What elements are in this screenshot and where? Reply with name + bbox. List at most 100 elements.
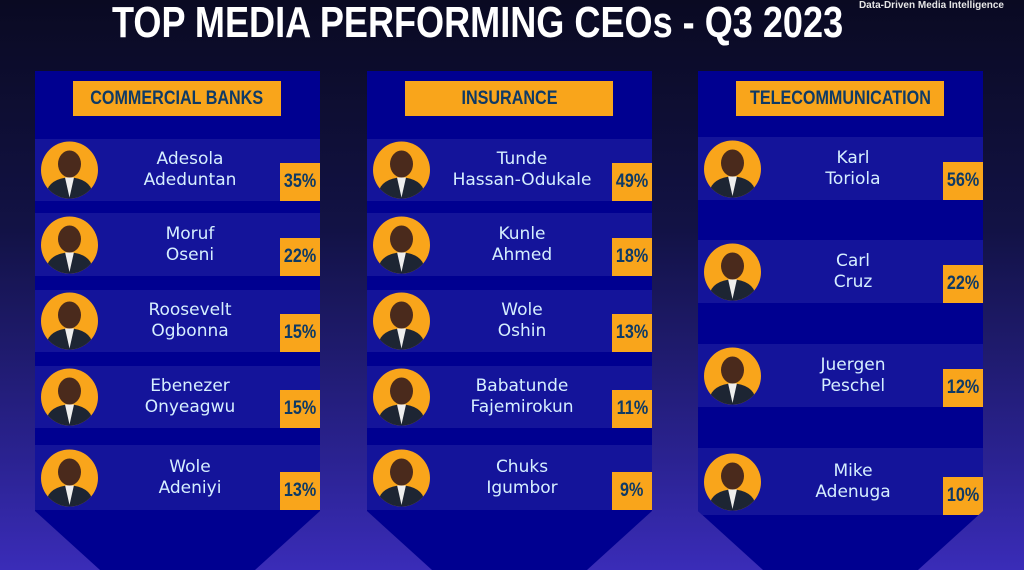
ceo-first-name: Juergen xyxy=(820,354,886,375)
category-panel: TELECOMMUNICATION Karl Toriola 56% Carl Cr… xyxy=(698,71,983,570)
ceo-last-name: Cruz xyxy=(833,271,873,292)
percentage-badge: 12% xyxy=(943,369,983,407)
ceo-photo xyxy=(373,368,430,426)
ceo-first-name: Kunle xyxy=(498,223,546,244)
percentage-value: 56% xyxy=(946,170,980,191)
ceo-photo xyxy=(704,243,761,300)
ceo-row: Adesola Adeduntan 35% xyxy=(35,139,320,201)
category-panel: INSURANCE Tunde Hassan-Odukale 49% Kunle A… xyxy=(367,71,652,570)
ceo-last-name: Ahmed xyxy=(491,244,553,265)
percentage-value: 15% xyxy=(283,322,317,343)
ceo-first-name: Mike xyxy=(833,460,873,481)
ceo-row: Ebenezer Onyeagwu 15% xyxy=(35,366,320,428)
ceo-last-name: Peschel xyxy=(820,375,886,396)
percentage-value: 11% xyxy=(616,398,648,419)
percentage-badge: 49% xyxy=(612,163,652,201)
ceo-last-name: Hassan-Odukale xyxy=(452,170,592,190)
ceo-photo xyxy=(41,368,98,426)
ceo-first-name: Moruf xyxy=(165,223,215,244)
ceo-photo xyxy=(704,140,761,197)
ceo-name: Kunle Ahmed xyxy=(437,224,607,266)
percentage-value: 13% xyxy=(615,322,649,343)
percentage-badge: 11% xyxy=(612,390,652,428)
ceo-first-name: Chuks xyxy=(495,456,549,477)
category-label: COMMERCIAL BANKS xyxy=(90,87,264,109)
ceo-name: Karl Toriola xyxy=(768,148,938,190)
ceo-name: Chuks Igumbor xyxy=(437,457,607,499)
ceo-first-name: Roosevelt xyxy=(148,300,232,320)
ceo-photo xyxy=(704,347,761,404)
category-header: TELECOMMUNICATION xyxy=(736,81,944,116)
ceo-row: Kunle Ahmed 18% xyxy=(367,213,652,276)
ceo-first-name: Adesola xyxy=(156,149,224,169)
ceo-row: Wole Oshin 13% xyxy=(367,290,652,352)
ceo-photo xyxy=(41,449,98,506)
ceo-first-name: Babatunde xyxy=(475,376,569,396)
category-header: INSURANCE xyxy=(405,81,613,116)
ceo-name: Wole Adeniyi xyxy=(105,457,275,499)
ceo-first-name: Ebenezer xyxy=(150,376,230,396)
category-label: TELECOMMUNICATION xyxy=(749,87,931,109)
percentage-value: 12% xyxy=(946,377,980,398)
ceo-row: Moruf Oseni 22% xyxy=(35,213,320,276)
ceo-photo xyxy=(41,216,98,273)
ceo-row: Wole Adeniyi 13% xyxy=(35,445,320,510)
percentage-value: 49% xyxy=(615,171,649,192)
ceo-last-name: Toriola xyxy=(825,168,881,189)
ceo-photo xyxy=(373,141,430,199)
ceo-name: Tunde Hassan-Odukale xyxy=(437,149,607,191)
percentage-value: 15% xyxy=(283,398,317,419)
ceo-last-name: Ogbonna xyxy=(151,321,229,341)
ceo-first-name: Karl xyxy=(836,147,870,168)
percentage-value: 13% xyxy=(283,480,317,501)
ceo-name: Babatunde Fajemirokun xyxy=(437,376,607,418)
ceo-name: Juergen Peschel xyxy=(768,355,938,397)
percentage-badge: 22% xyxy=(280,238,320,276)
ceo-name: Roosevelt Ogbonna xyxy=(105,300,275,342)
ceo-last-name: Igumbor xyxy=(486,477,558,498)
ceo-row: Tunde Hassan-Odukale 49% xyxy=(367,139,652,201)
percentage-badge: 15% xyxy=(280,390,320,428)
ceo-name: Moruf Oseni xyxy=(105,224,275,266)
page-title: TOP MEDIA PERFORMING CEOs - Q3 2023 xyxy=(112,0,844,47)
percentage-value: 22% xyxy=(946,273,980,294)
ceo-row: Chuks Igumbor 9% xyxy=(367,445,652,510)
percentage-value: 9% xyxy=(620,480,644,501)
brand-tagline: Data-Driven Media Intelligence xyxy=(858,0,1004,11)
ceo-name: Ebenezer Onyeagwu xyxy=(105,376,275,418)
percentage-badge: 13% xyxy=(280,472,320,510)
ceo-row: Roosevelt Ogbonna 15% xyxy=(35,290,320,352)
ceo-photo xyxy=(41,141,98,199)
category-header: COMMERCIAL BANKS xyxy=(73,81,281,116)
ceo-photo xyxy=(373,216,430,273)
percentage-value: 18% xyxy=(615,246,649,267)
ceo-last-name: Adeduntan xyxy=(143,170,237,190)
ceo-row: Karl Toriola 56% xyxy=(698,137,983,200)
ceo-last-name: Adeniyi xyxy=(158,477,222,498)
ceo-photo xyxy=(373,449,430,506)
ceo-first-name: Carl xyxy=(836,250,870,271)
ceo-last-name: Fajemirokun xyxy=(470,397,574,417)
ceo-name: Carl Cruz xyxy=(768,251,938,293)
category-label: INSURANCE xyxy=(460,87,557,109)
ceo-last-name: Oshin xyxy=(497,321,547,341)
ceo-row: Carl Cruz 22% xyxy=(698,240,983,303)
percentage-value: 35% xyxy=(283,171,317,192)
ceo-row: Juergen Peschel 12% xyxy=(698,344,983,407)
percentage-badge: 13% xyxy=(612,314,652,352)
ceo-name: Adesola Adeduntan xyxy=(105,149,275,191)
percentage-badge: 9% xyxy=(612,472,652,510)
ceo-photo xyxy=(373,292,430,350)
ceo-first-name: Wole xyxy=(501,300,543,320)
percentage-badge: 35% xyxy=(280,163,320,201)
ceo-row: Mike Adenuga 10% xyxy=(698,448,983,515)
ceo-first-name: Tunde xyxy=(496,149,548,169)
percentage-badge: 15% xyxy=(280,314,320,352)
ceo-last-name: Oseni xyxy=(165,244,215,265)
percentage-badge: 22% xyxy=(943,265,983,303)
percentage-badge: 10% xyxy=(943,477,983,515)
ceo-first-name: Wole xyxy=(169,456,211,477)
ceo-row: Babatunde Fajemirokun 11% xyxy=(367,366,652,428)
ceo-name: Mike Adenuga xyxy=(768,461,938,503)
category-panel: COMMERCIAL BANKS Adesola Adeduntan 35% Mo… xyxy=(35,71,320,570)
